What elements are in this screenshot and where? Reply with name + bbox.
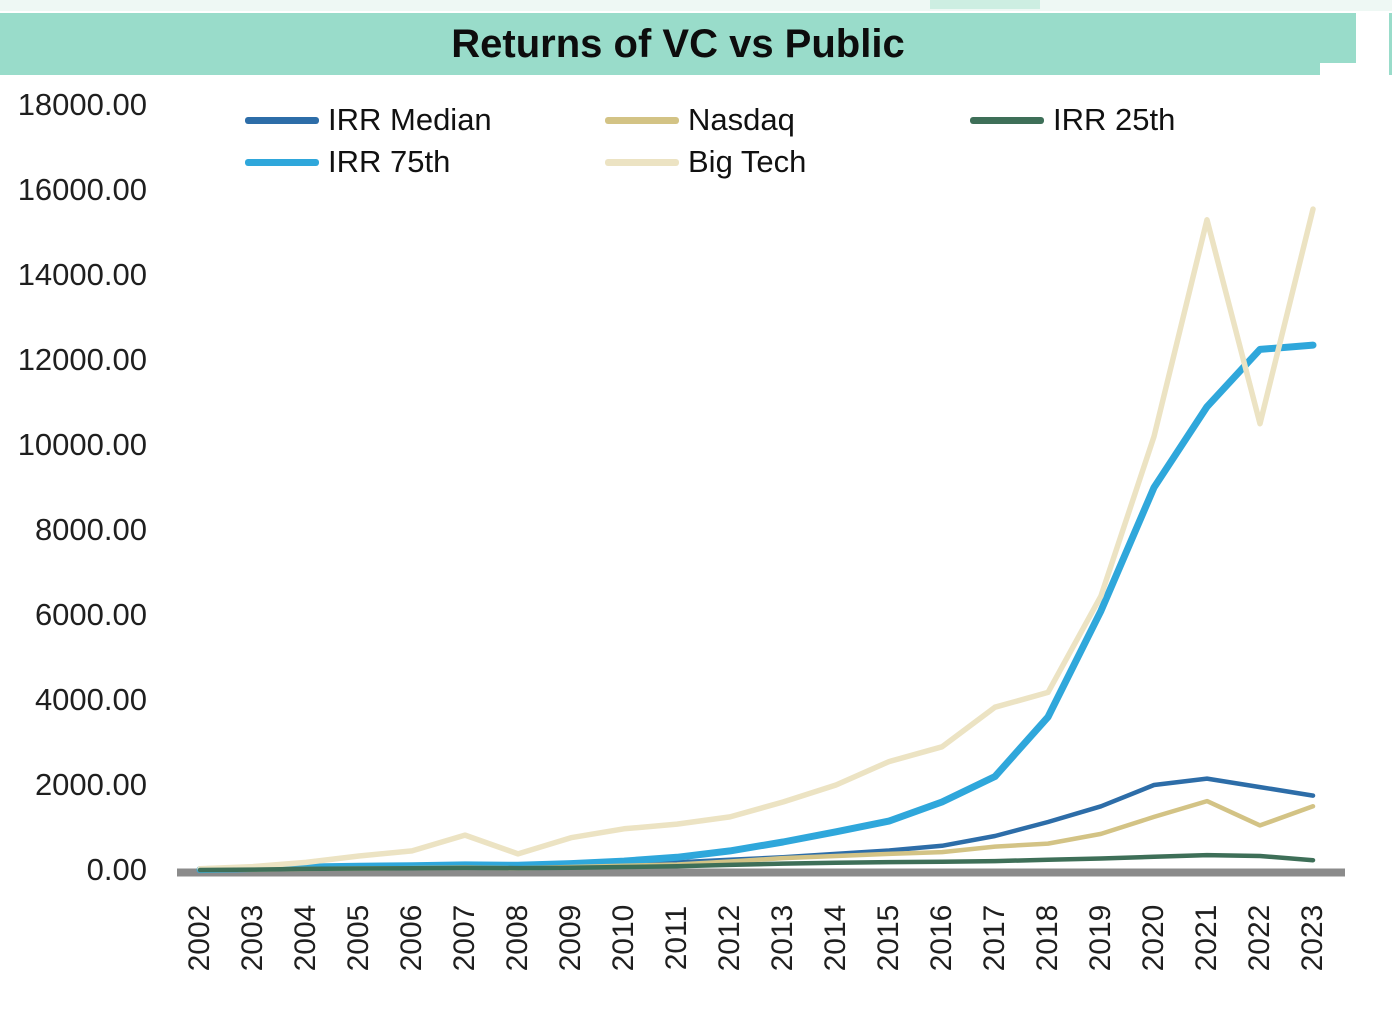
banner-right-sliver — [1389, 13, 1392, 75]
legend-item-irr-25th: IRR 25th — [970, 101, 1175, 139]
legend-swatch-irr-75th — [245, 158, 319, 166]
y-tick-label: 6000.00 — [34, 597, 147, 632]
y-tick-label: 8000.00 — [34, 512, 147, 547]
legend-item-irr-median: IRR Median — [245, 101, 492, 139]
top-edge-tab — [930, 0, 1040, 9]
series-line-irr-75th — [196, 341, 1317, 874]
series-line-irr-25th — [197, 852, 1316, 873]
y-tick-label: 18000.00 — [17, 87, 147, 122]
legend-label-irr-75th: IRR 75th — [328, 144, 451, 179]
legend-item-irr-75th: IRR 75th — [245, 143, 450, 181]
top-edge-strip — [0, 0, 1392, 11]
legend-label-irr-25th: IRR 25th — [1053, 102, 1176, 137]
legend-swatch-irr-25th — [970, 116, 1044, 124]
legend-swatch-irr-median — [245, 116, 319, 124]
legend-item-nasdaq: Nasdaq — [605, 101, 795, 139]
y-tick-label: 12000.00 — [17, 342, 147, 377]
y-tick-label: 10000.00 — [17, 427, 147, 462]
y-tick-label: 4000.00 — [34, 682, 147, 717]
y-tick-label: 2000.00 — [34, 767, 147, 802]
y-tick-label: 0.00 — [86, 852, 147, 887]
y-tick-label: 14000.00 — [17, 257, 147, 292]
chart-title: Returns of VC vs Public — [451, 22, 905, 66]
series-line-big-tech — [197, 206, 1316, 872]
legend-label-nasdaq: Nasdaq — [688, 102, 795, 137]
y-tick-label: 16000.00 — [17, 172, 147, 207]
legend-swatch-nasdaq — [605, 116, 679, 124]
legend-label-irr-median: IRR Median — [328, 102, 492, 137]
legend-item-big-tech: Big Tech — [605, 143, 806, 181]
banner-notch — [1320, 63, 1356, 75]
chart-title-banner: Returns of VC vs Public — [0, 13, 1356, 75]
legend-label-big-tech: Big Tech — [688, 144, 807, 179]
legend-swatch-big-tech — [605, 158, 679, 166]
